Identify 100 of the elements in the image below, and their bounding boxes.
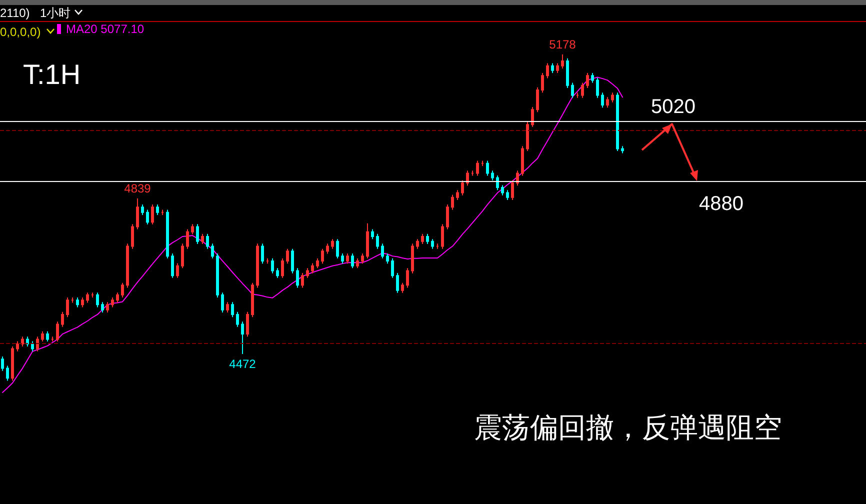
candlestick xyxy=(396,272,399,294)
candlestick xyxy=(561,54,564,69)
annotation: 4472 xyxy=(229,356,256,371)
candlestick xyxy=(296,268,299,288)
candlestick xyxy=(286,248,289,264)
annotation: 4839 xyxy=(124,181,152,196)
candlestick xyxy=(106,302,109,314)
candlestick xyxy=(6,365,9,382)
candlestick xyxy=(26,336,29,347)
candlestick xyxy=(56,321,59,342)
candlestick xyxy=(496,174,499,191)
candlestick xyxy=(216,252,219,298)
candlestick xyxy=(441,224,444,250)
candlestick xyxy=(331,238,334,250)
candlestick xyxy=(161,209,164,216)
candlestick xyxy=(116,292,119,304)
candlestick xyxy=(541,72,544,94)
candlestick xyxy=(371,228,374,240)
candlestick xyxy=(426,233,429,244)
candlestick xyxy=(61,311,64,328)
candlestick xyxy=(416,238,419,250)
candlestick xyxy=(501,184,504,196)
candlestick xyxy=(346,252,349,264)
candlestick xyxy=(606,96,609,108)
text: 4880 xyxy=(699,193,744,215)
candlestick xyxy=(506,190,509,200)
candlestick xyxy=(531,106,534,128)
candlestick xyxy=(186,228,189,250)
candlestick xyxy=(236,311,239,328)
annotation: 5178 xyxy=(549,37,576,52)
candlestick xyxy=(326,243,329,254)
candlestick xyxy=(366,222,369,259)
candlestick xyxy=(126,243,129,288)
candlestick xyxy=(81,297,84,308)
candlestick xyxy=(576,92,579,98)
legend-label: MA20 5077.10 xyxy=(66,22,144,36)
candlestick xyxy=(141,204,144,216)
candlestick xyxy=(556,62,559,74)
candlestick xyxy=(166,209,169,259)
candlestick xyxy=(341,252,344,264)
candlestick xyxy=(376,233,379,250)
candlestick xyxy=(231,302,234,318)
candlestick xyxy=(171,252,174,278)
candlestick xyxy=(121,282,124,298)
candlestick xyxy=(301,272,304,288)
candlestick xyxy=(96,292,99,308)
candlestick xyxy=(136,198,139,230)
candlestick xyxy=(486,160,489,176)
candlestick xyxy=(511,180,514,200)
candlestick xyxy=(551,62,554,74)
candlestick xyxy=(611,92,614,103)
candlestick xyxy=(471,170,474,176)
candlestick xyxy=(131,224,134,250)
candlestick xyxy=(436,243,439,250)
candlestick xyxy=(351,252,354,269)
candlestick xyxy=(401,282,404,294)
candlestick xyxy=(146,209,149,225)
candlestick xyxy=(356,258,359,269)
candlestick xyxy=(221,292,224,314)
candlestick xyxy=(481,160,484,167)
candlestick xyxy=(226,302,229,314)
candlestick xyxy=(191,224,194,235)
candlestick xyxy=(456,190,459,200)
candlestick xyxy=(411,243,414,274)
candlestick xyxy=(151,204,154,225)
candlestick xyxy=(281,258,284,278)
candlestick xyxy=(21,336,24,347)
candlestick xyxy=(616,92,619,152)
candlestick xyxy=(566,58,569,89)
text: 1小时 xyxy=(40,6,71,20)
candlestick xyxy=(246,311,249,338)
candlestick xyxy=(571,82,574,98)
candlestick xyxy=(291,248,294,274)
candlestick xyxy=(316,258,319,269)
candlestick xyxy=(526,121,529,152)
annotation: T:1H xyxy=(23,59,81,90)
candlestick xyxy=(446,204,449,230)
candlestick xyxy=(466,170,469,186)
candlestick xyxy=(206,233,209,250)
candlestick xyxy=(66,297,69,318)
candlestick xyxy=(41,330,44,342)
candlestick xyxy=(111,297,114,308)
candlestick xyxy=(71,297,74,304)
candlestick xyxy=(241,321,244,354)
candlestick xyxy=(306,268,309,278)
candlestick xyxy=(381,243,384,259)
candlestick xyxy=(406,268,409,288)
text: 0,0,0,0) xyxy=(0,25,41,39)
candlestick xyxy=(76,297,79,308)
candlestick xyxy=(201,233,204,244)
candlestick xyxy=(546,62,549,79)
candlestick xyxy=(31,340,34,352)
candlestick xyxy=(516,170,519,186)
candlestick xyxy=(461,180,464,196)
candlestick xyxy=(586,72,589,89)
candlestick xyxy=(336,238,339,259)
text: 2110) xyxy=(0,6,30,20)
candlestick xyxy=(46,330,49,342)
candlestick xyxy=(536,86,539,113)
candlestick xyxy=(261,243,264,264)
